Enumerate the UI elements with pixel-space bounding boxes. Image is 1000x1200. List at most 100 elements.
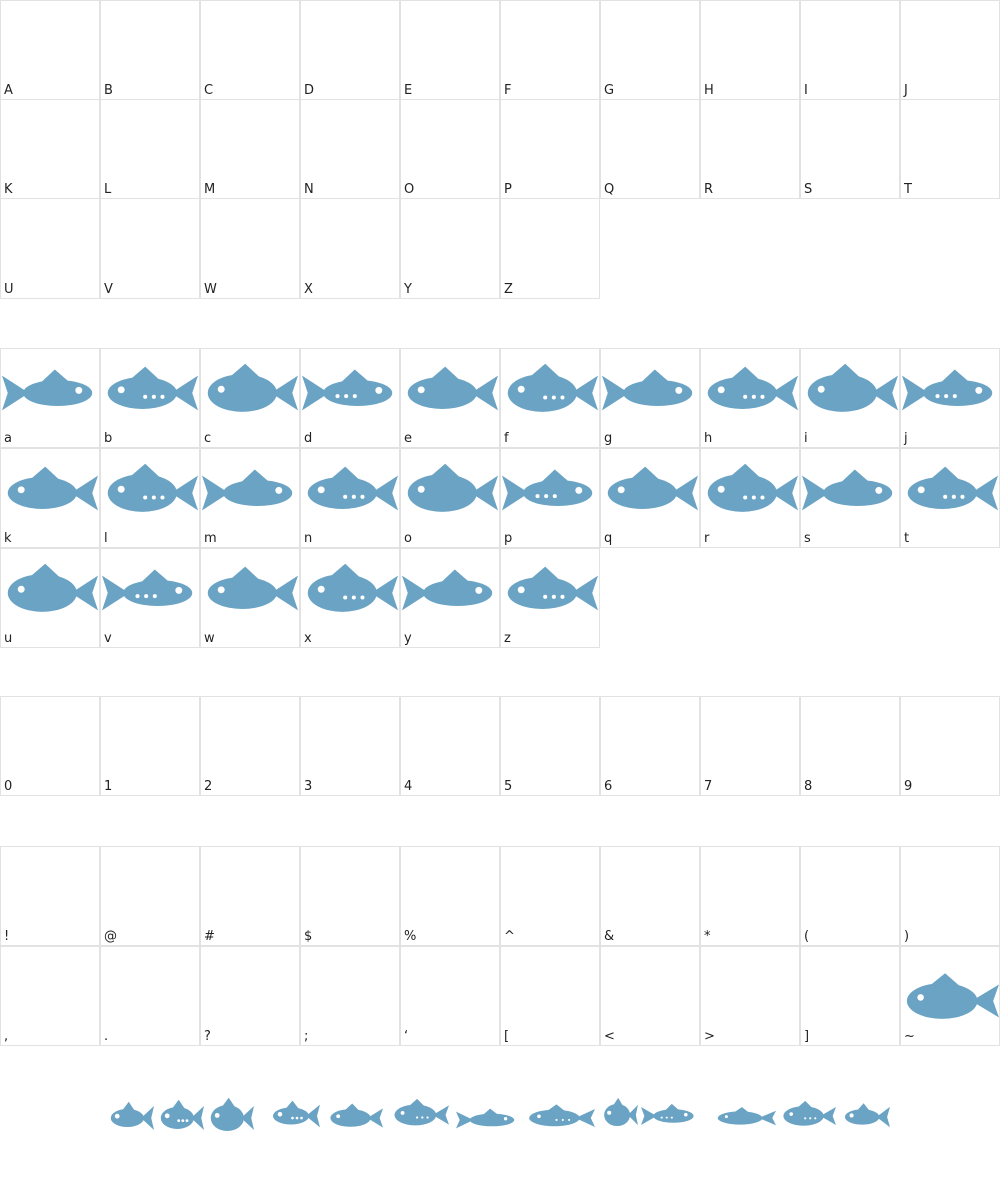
fish-tail <box>876 1106 890 1128</box>
fish-body <box>394 1104 437 1126</box>
fish-body <box>623 379 693 407</box>
glyph-cell <box>300 99 400 199</box>
glyph-label: Y <box>403 282 412 297</box>
fish-tail <box>571 575 598 611</box>
fish-body <box>123 579 193 607</box>
fish-glyph <box>7 563 98 612</box>
fish-eye <box>17 585 25 593</box>
fish-eye <box>675 386 683 394</box>
glyph-cell <box>100 696 200 796</box>
glyph-label: b <box>104 431 112 446</box>
fish-spot <box>151 394 156 399</box>
fish-tail <box>456 1111 474 1129</box>
glyph-label: O <box>404 182 414 197</box>
fish-fin <box>663 1103 681 1113</box>
fish-body <box>604 1103 631 1127</box>
fish-body <box>507 577 577 609</box>
fish-body <box>307 574 377 612</box>
fish-body <box>110 1109 144 1127</box>
fish-eye <box>175 586 183 594</box>
glyph-label: A <box>4 83 13 98</box>
fish-glyph <box>707 463 798 512</box>
glyph-label: % <box>404 929 416 944</box>
fish-eye <box>684 1112 688 1117</box>
fish-body <box>107 377 177 409</box>
fish-spot <box>560 395 565 400</box>
fish-fin <box>230 363 260 378</box>
fish-fin <box>140 569 170 583</box>
fish-spot <box>751 394 756 399</box>
fish-glyph <box>529 1104 595 1127</box>
fish-fin <box>930 466 960 481</box>
glyph-cell <box>300 0 400 100</box>
fish-eye <box>817 385 825 393</box>
glyph-label: ; <box>304 1029 308 1044</box>
glyph-label: d <box>304 431 312 446</box>
glyph-label: ? <box>204 1029 211 1044</box>
fish-body <box>330 1109 371 1127</box>
glyph-label: h <box>704 431 712 446</box>
fish-spot <box>415 1116 419 1119</box>
fish-glyph <box>844 1103 890 1128</box>
fish-glyph <box>273 1100 320 1128</box>
fish-eye <box>875 486 883 494</box>
fish-body <box>7 477 77 509</box>
fish-spot <box>960 494 965 499</box>
glyph-label: X <box>304 282 313 297</box>
fish-glyph <box>641 1103 694 1125</box>
fish-spot <box>543 594 548 599</box>
fish-spot <box>552 494 557 499</box>
fish-tail <box>432 1105 449 1125</box>
glyph-label: N <box>304 182 314 197</box>
glyph-cell <box>700 0 800 100</box>
fish-tail <box>802 475 829 511</box>
glyph-cell <box>100 0 200 100</box>
fish-body <box>823 479 893 507</box>
fish-tail <box>271 575 298 611</box>
fish-fin <box>840 469 870 483</box>
glyph-label: < <box>604 1029 615 1044</box>
glyph-label: Z <box>504 282 513 297</box>
glyph-label: f <box>504 431 509 446</box>
fish-fin <box>730 463 760 478</box>
fish-fin <box>530 363 560 378</box>
glyph-label: G <box>604 83 614 98</box>
fish-tail <box>191 1106 204 1130</box>
fish-body <box>7 574 77 612</box>
fish-eye <box>275 486 283 494</box>
glyph-label: y <box>404 631 412 646</box>
glyph-label: ‘ <box>404 1029 408 1044</box>
fish-fin <box>546 1104 567 1113</box>
glyph-label: u <box>4 631 12 646</box>
fish-tail <box>141 1106 154 1130</box>
fish-tail <box>471 475 498 511</box>
glyph-label: ~ <box>904 1029 915 1044</box>
fish-tail <box>627 1104 638 1126</box>
fish-glyph <box>210 1097 254 1131</box>
glyph-cell <box>800 846 900 946</box>
glyph-cell <box>800 0 900 100</box>
glyph-cell <box>500 946 600 1046</box>
glyph-label: # <box>204 929 215 944</box>
fish-spot <box>152 594 157 599</box>
glyph-cell <box>0 99 100 199</box>
glyph-label: [ <box>504 1029 509 1044</box>
glyph-cell <box>600 99 700 199</box>
fish-tail <box>202 475 229 511</box>
fish-spot <box>665 1116 668 1119</box>
fish-tail <box>171 475 198 511</box>
fish-spot <box>944 394 949 399</box>
fish-eye <box>114 1113 120 1119</box>
fish-tail <box>641 1107 657 1125</box>
fish-eye <box>217 385 225 393</box>
fish-body <box>407 474 477 512</box>
fish-tail <box>371 575 398 611</box>
glyph-cell <box>500 99 600 199</box>
fish-glyph <box>907 466 998 511</box>
fish-fin <box>30 466 60 481</box>
fish-glyph <box>456 1108 515 1129</box>
glyph-label: S <box>804 182 812 197</box>
fish-eye <box>75 386 83 394</box>
fish-tail <box>241 1106 254 1130</box>
fish-tail <box>2 375 29 411</box>
